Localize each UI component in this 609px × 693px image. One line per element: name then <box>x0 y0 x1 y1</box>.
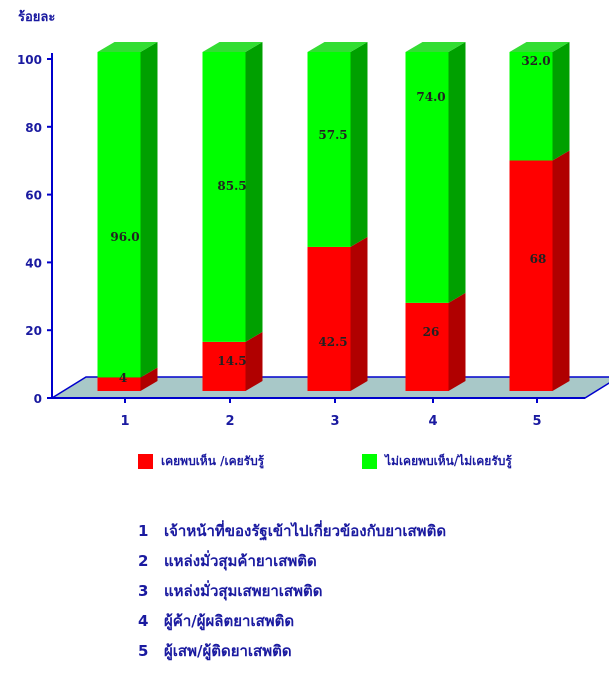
bar-side <box>140 42 158 378</box>
x-tick-label: 4 <box>428 414 437 429</box>
bar-data-label: 85.5 <box>217 179 246 193</box>
legend-label: เคยพบเห็น /เคยรับรู้ <box>161 454 265 468</box>
bar-side <box>140 367 158 391</box>
bar-segment <box>509 160 553 391</box>
y-axis-unit-label: ร้อยละ <box>18 10 56 25</box>
bar-segment <box>307 52 351 247</box>
bar-segment <box>509 52 553 161</box>
legend-swatch-green <box>362 454 377 469</box>
y-tick-label: 40 <box>25 256 42 270</box>
bar-side <box>448 42 466 303</box>
bar-data-label: 96.0 <box>110 230 139 244</box>
bar-side <box>350 42 368 247</box>
y-tick-label: 60 <box>25 189 42 203</box>
note-text: ผู้ค้า/ผู้ผลิตยาเสพติด <box>164 612 295 630</box>
note-number: 5 <box>138 642 149 660</box>
bar-segment <box>202 52 246 342</box>
x-tick-label: 3 <box>330 414 339 429</box>
bar-side <box>245 42 263 342</box>
bar-data-label: 32.0 <box>521 54 550 68</box>
stacked-bar-chart: 0 20 40 60 80 100 1 2 3 4 5 4 14.5 42.5 26 68 96.0 85.5 57… <box>17 42 609 429</box>
note-text: แหล่งมั่วสุมค้ายาเสพติด <box>164 552 317 570</box>
y-tick-label: 80 <box>25 121 42 135</box>
bar-data-label: 68 <box>530 252 547 266</box>
x-tick-label: 2 <box>225 414 234 429</box>
category-note: 2 แหล่งมั่วสุมค้ายาเสพติด <box>138 546 598 576</box>
bar-segment <box>202 341 246 391</box>
bar-side <box>245 331 263 391</box>
category-note: 1 เจ้าหน้าที่ของรัฐเข้าไปเกี่ยวข้องกับยา… <box>138 516 598 546</box>
bar-top <box>97 42 158 52</box>
legend-label: ไม่เคยพบเห็น/ไม่เคยรับรู้ <box>385 454 512 468</box>
bar-side <box>350 236 368 391</box>
bar-data-label: 26 <box>423 325 440 339</box>
bar-segment <box>405 302 449 391</box>
chart-legend: เคยพบเห็น /เคยรับรู้ ไม่เคยพบเห็น/ไม่เคย… <box>0 452 609 474</box>
note-number: 4 <box>138 612 149 630</box>
note-number: 3 <box>138 582 149 600</box>
bar-data-label: 74.0 <box>416 90 445 104</box>
category-note: 5 ผู้เสพ/ผู้ติดยาเสพติด <box>138 636 598 666</box>
category-notes: 1 เจ้าหน้าที่ของรัฐเข้าไปเกี่ยวข้องกับยา… <box>138 516 598 666</box>
bar-segment <box>97 377 141 391</box>
x-tick-label: 1 <box>120 414 129 429</box>
category-note: 3 แหล่งมั่วสุมเสพยาเสพติด <box>138 576 598 606</box>
legend-item-seen: เคยพบเห็น /เคยรับรู้ <box>138 452 264 471</box>
note-number: 2 <box>138 552 149 570</box>
note-text: ผู้เสพ/ผู้ติดยาเสพติด <box>164 642 292 660</box>
legend-item-not-seen: ไม่เคยพบเห็น/ไม่เคยรับรู้ <box>362 452 512 471</box>
legend-swatch-red <box>138 454 153 469</box>
category-note: 4 ผู้ค้า/ผู้ผลิตยาเสพติด <box>138 606 598 636</box>
bar-side <box>448 292 466 391</box>
bar-side <box>552 42 570 161</box>
note-text: เจ้าหน้าที่ของรัฐเข้าไปเกี่ยวข้องกับยาเส… <box>164 522 447 540</box>
bar-side <box>552 150 570 391</box>
bar-segment <box>307 246 351 391</box>
bar-data-label: 14.5 <box>217 354 246 368</box>
bar-data-label: 42.5 <box>318 335 347 349</box>
bar-top <box>202 42 263 52</box>
y-tick-label: 20 <box>25 324 42 338</box>
y-tick-label: 100 <box>17 53 42 67</box>
note-text: แหล่งมั่วสุมเสพยาเสพติด <box>164 582 323 600</box>
x-tick-label: 5 <box>532 414 541 429</box>
bar-top <box>307 42 368 52</box>
bar-segment <box>97 52 141 378</box>
bar-top <box>509 42 570 52</box>
bar-data-label: 4 <box>119 371 127 385</box>
bar-segment <box>405 52 449 303</box>
bar-top <box>405 42 466 52</box>
bar-data-label: 57.5 <box>318 128 347 142</box>
note-number: 1 <box>138 522 149 540</box>
y-tick-label: 0 <box>34 392 42 406</box>
